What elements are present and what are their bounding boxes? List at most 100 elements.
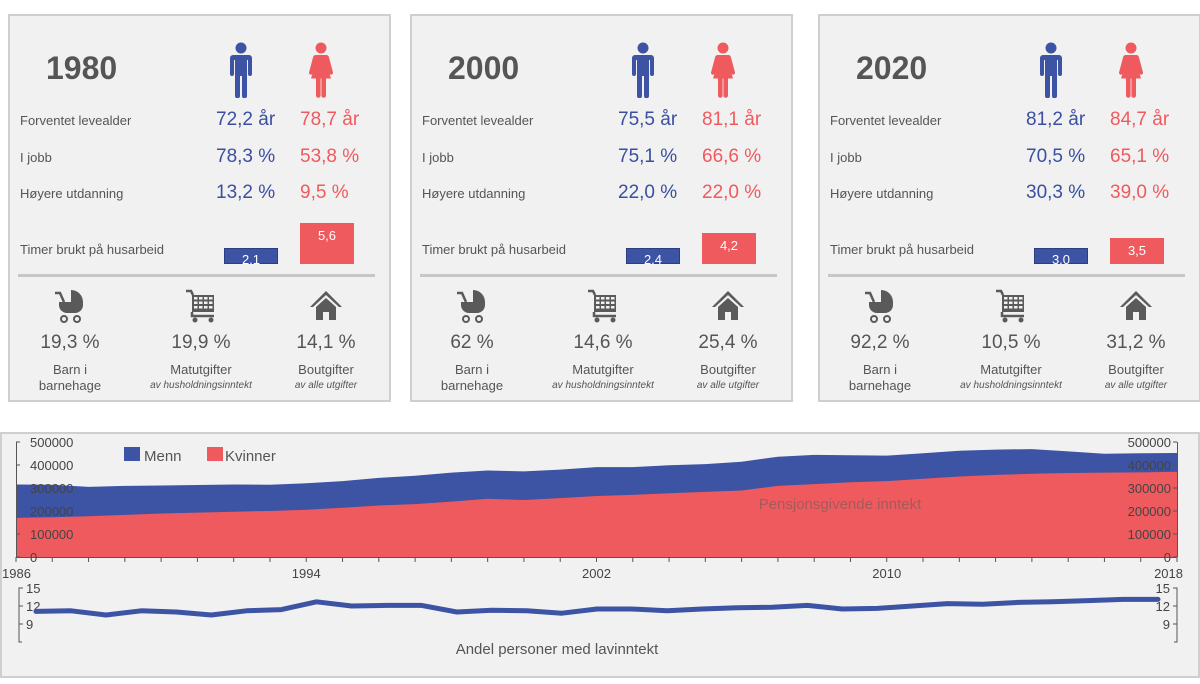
x-tick-label: 1994: [292, 566, 321, 581]
y-tick-label-right: 100000: [1128, 527, 1171, 542]
food-sublabel: av husholdningsinntekt: [150, 380, 252, 391]
card-year: 2000: [448, 50, 520, 86]
women-employed: 66,6 %: [702, 146, 762, 167]
men-employed: 70,5 %: [1026, 146, 1086, 167]
housing-label: Boutgifter av alle utgifter: [668, 362, 788, 394]
legend-label-men: Menn: [144, 448, 182, 465]
men-housework-bar: 2,4: [626, 248, 680, 267]
label-life-expectancy: Forventet levealder: [20, 113, 132, 128]
x-tick-label: 2002: [582, 566, 611, 581]
stat-kindergarten: 62 % Barn i barnehage: [412, 288, 532, 394]
area-layer: [16, 449, 1177, 557]
women-housework-bar: 3,5: [1110, 238, 1164, 264]
y-tick-label-left: 300000: [30, 481, 73, 496]
area-series-kvinner: [16, 471, 1177, 557]
label-higher-education: Høyere utdanning: [830, 186, 934, 201]
x-tick-label: 2018: [1154, 566, 1183, 581]
row-employed: I jobb 75,1 % 66,6 %: [422, 146, 791, 170]
housing-label: Boutgifter av alle utgifter: [266, 362, 386, 394]
stat-kindergarten: 19,3 % Barn i barnehage: [10, 288, 130, 394]
divider: [828, 274, 1185, 277]
card-year: 2020: [856, 50, 928, 86]
legend-label-women: Kvinner: [225, 448, 276, 465]
year-card-2020: 2020 Forventet levealder 81,2 år 84,7 år…: [818, 14, 1200, 402]
men-life-expectancy: 81,2 år: [1026, 109, 1086, 130]
row-higher-education: Høyere utdanning 22,0 % 22,0 %: [422, 182, 791, 206]
y-tick-label-left: 0: [30, 550, 37, 565]
stroller-icon: [55, 290, 83, 323]
label-housework: Timer brukt på husarbeid: [422, 242, 567, 257]
x-tick-label: 2010: [872, 566, 901, 581]
label-housework: Timer brukt på husarbeid: [20, 242, 165, 257]
low-income-line: [33, 596, 1161, 618]
women-employed: 53,8 %: [300, 146, 360, 167]
woman-icon: [710, 42, 736, 98]
y-tick-label-left: 500000: [30, 435, 73, 450]
year-card-2000: 2000 Forventet levealder 75,5 år 81,1 år…: [410, 14, 793, 402]
stat-food: 19,9 % Matutgifter av husholdningsinntekt: [141, 288, 261, 394]
men-employed: 75,1 %: [618, 146, 678, 167]
man-icon: [632, 42, 654, 98]
food-label: Matutgifter av husholdningsinntekt: [141, 362, 261, 394]
row-life-expectancy: Forventet levealder 75,5 år 81,1 år: [422, 109, 791, 133]
line-y-tick-label-right: 9: [1163, 617, 1170, 632]
row-life-expectancy: Forventet levealder 81,2 år 84,7 år: [830, 109, 1199, 133]
stat-housing: 25,4 % Boutgifter av alle utgifter: [668, 288, 788, 394]
legend: Menn Kvinner: [124, 447, 276, 465]
food-label: Matutgifter av husholdningsinntekt: [951, 362, 1071, 394]
line-chart-title: Andel personer med lavinntekt: [456, 641, 659, 658]
y-tick-label-right: 400000: [1128, 458, 1171, 473]
women-life-expectancy: 81,1 år: [702, 109, 762, 130]
food-value: 10,5 %: [981, 332, 1041, 353]
row-employed: I jobb 70,5 % 65,1 %: [830, 146, 1199, 170]
house-icon: [1120, 291, 1152, 320]
housing-value: 31,2 %: [1106, 332, 1166, 353]
line-y-tick-label-right: 15: [1156, 581, 1170, 596]
stroller-icon: [457, 290, 485, 323]
men-higher-education: 30,3 %: [1026, 182, 1086, 203]
card-year: 1980: [46, 50, 118, 86]
label-higher-education: Høyere utdanning: [20, 186, 124, 201]
x-tick-label: 1986: [2, 566, 31, 581]
kindergarten-value: 19,3 %: [40, 332, 100, 353]
legend-swatch-women: [207, 447, 223, 461]
line-left-axis: [18, 587, 22, 643]
shopping-cart-icon: [588, 289, 616, 323]
area-chart-title: Pensjonsgivende inntekt: [759, 496, 922, 513]
women-higher-education: 39,0 %: [1110, 182, 1170, 203]
food-label: Matutgifter av husholdningsinntekt: [543, 362, 663, 394]
row-life-expectancy: Forventet levealder 72,2 år 78,7 år: [20, 109, 389, 133]
label-employed: I jobb: [830, 150, 862, 165]
kindergarten-value: 62 %: [450, 332, 494, 353]
y-tick-label-right: 500000: [1128, 435, 1171, 450]
women-housework-bar: 4,2: [702, 233, 756, 264]
housing-label: Boutgifter av alle utgifter: [1076, 362, 1196, 394]
house-icon: [310, 291, 342, 320]
label-employed: I jobb: [422, 150, 454, 165]
label-employed: I jobb: [20, 150, 52, 165]
woman-icon: [1118, 42, 1144, 98]
man-icon: [230, 42, 252, 98]
house-icon: [712, 291, 744, 320]
stroller-icon: [865, 290, 893, 323]
woman-icon: [308, 42, 334, 98]
row-employed: I jobb 78,3 % 53,8 %: [20, 146, 389, 170]
y-tick-label-left: 200000: [30, 504, 73, 519]
y-tick-label-right: 0: [1164, 550, 1171, 565]
stat-housing: 31,2 % Boutgifter av alle utgifter: [1076, 288, 1196, 394]
women-life-expectancy: 84,7 år: [1110, 109, 1170, 130]
axes-layer: 0 0 100000 100000 200000 200000 300000 300000 40…: [2, 435, 1183, 643]
housing-sublabel: av alle utgifter: [696, 380, 760, 391]
y-tick-label-left: 100000: [30, 527, 73, 542]
line-layer: [33, 596, 1161, 618]
chart-panel: 0 0 100000 100000 200000 200000 300000 300000 40…: [0, 432, 1200, 678]
women-employed: 65,1 %: [1110, 146, 1170, 167]
food-sublabel: av husholdningsinntekt: [960, 380, 1062, 391]
food-value: 19,9 %: [171, 332, 231, 353]
kindergarten-value: 92,2 %: [850, 332, 910, 353]
label-life-expectancy: Forventet levealder: [422, 113, 534, 128]
shopping-cart-icon: [996, 289, 1024, 323]
year-card-1980: 1980 Forventet levealder 72,2 år 78,7 år…: [8, 14, 391, 402]
stat-food: 14,6 % Matutgifter av husholdningsinntekt: [543, 288, 663, 394]
men-housework-bar: 3,0: [1034, 248, 1088, 267]
